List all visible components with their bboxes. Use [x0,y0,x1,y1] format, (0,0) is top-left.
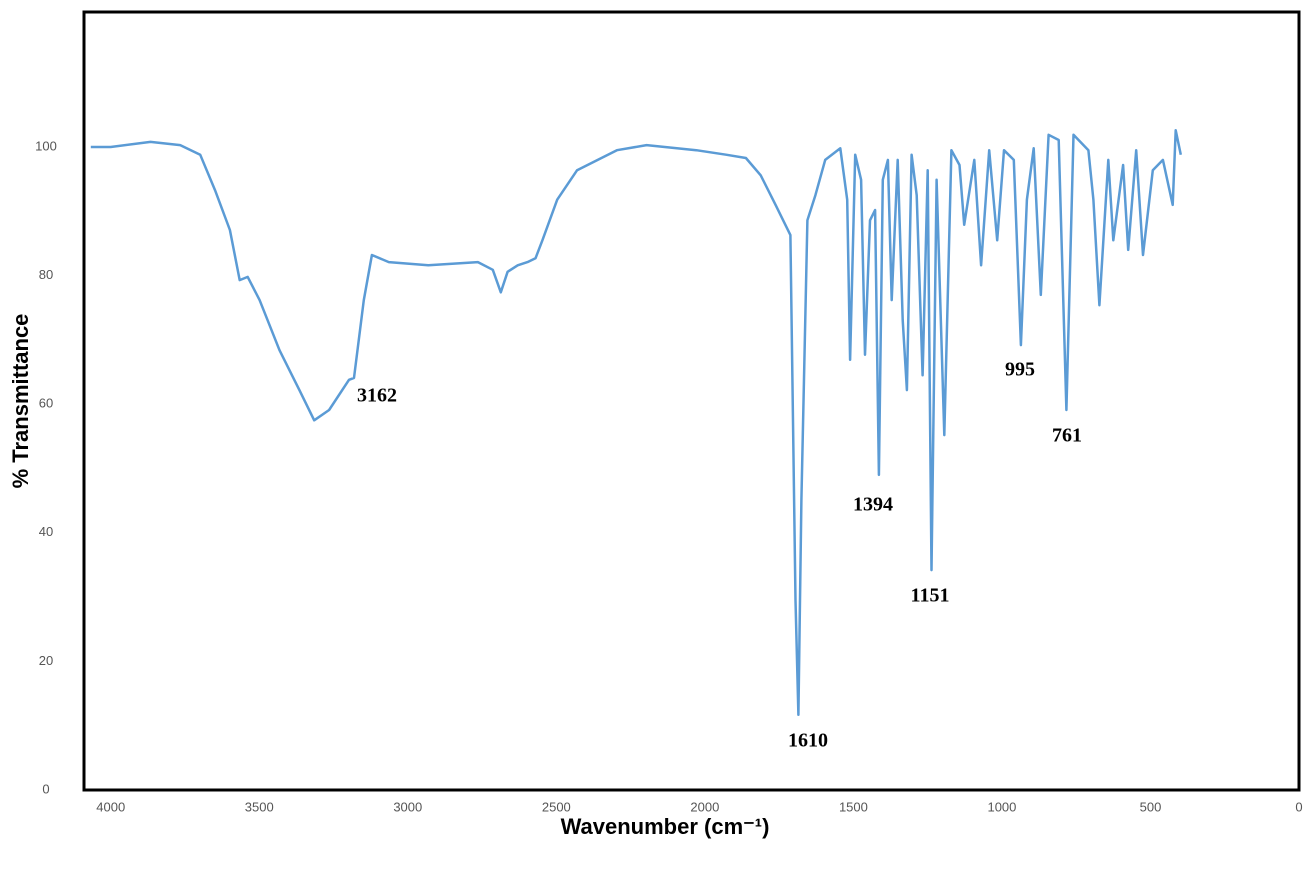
y-axis-label: % Transmittance [8,314,33,489]
x-tick-label: 2000 [690,799,719,814]
peak-annotation: 1394 [853,494,893,516]
x-tick-label: 3000 [393,799,422,814]
y-tick-label: 100 [35,138,57,153]
y-tick-label: 0 [42,781,49,796]
y-tick-label: 40 [39,524,53,539]
x-axis-label: Wavenumber (cm⁻¹) [561,814,770,839]
peak-annotation: 1610 [788,730,828,752]
peak-annotation: 3162 [357,385,397,407]
x-tick-label: 1000 [987,799,1016,814]
plot-frame [82,10,1301,792]
spectrum-line [90,129,1183,717]
x-tick-label: 4000 [96,799,125,814]
peak-annotation: 995 [1005,359,1035,381]
x-tick-label: 500 [1140,799,1162,814]
x-tick-label: 2500 [542,799,571,814]
y-tick-label: 20 [39,653,53,668]
x-tick-label: 3500 [245,799,274,814]
x-tick-label: 1500 [839,799,868,814]
y-tick-label: 60 [39,396,53,411]
peak-annotation: 761 [1052,425,1082,447]
y-tick-label: 80 [39,267,53,282]
x-tick-label: 0 [1295,799,1302,814]
peak-annotation: 1151 [911,585,950,607]
